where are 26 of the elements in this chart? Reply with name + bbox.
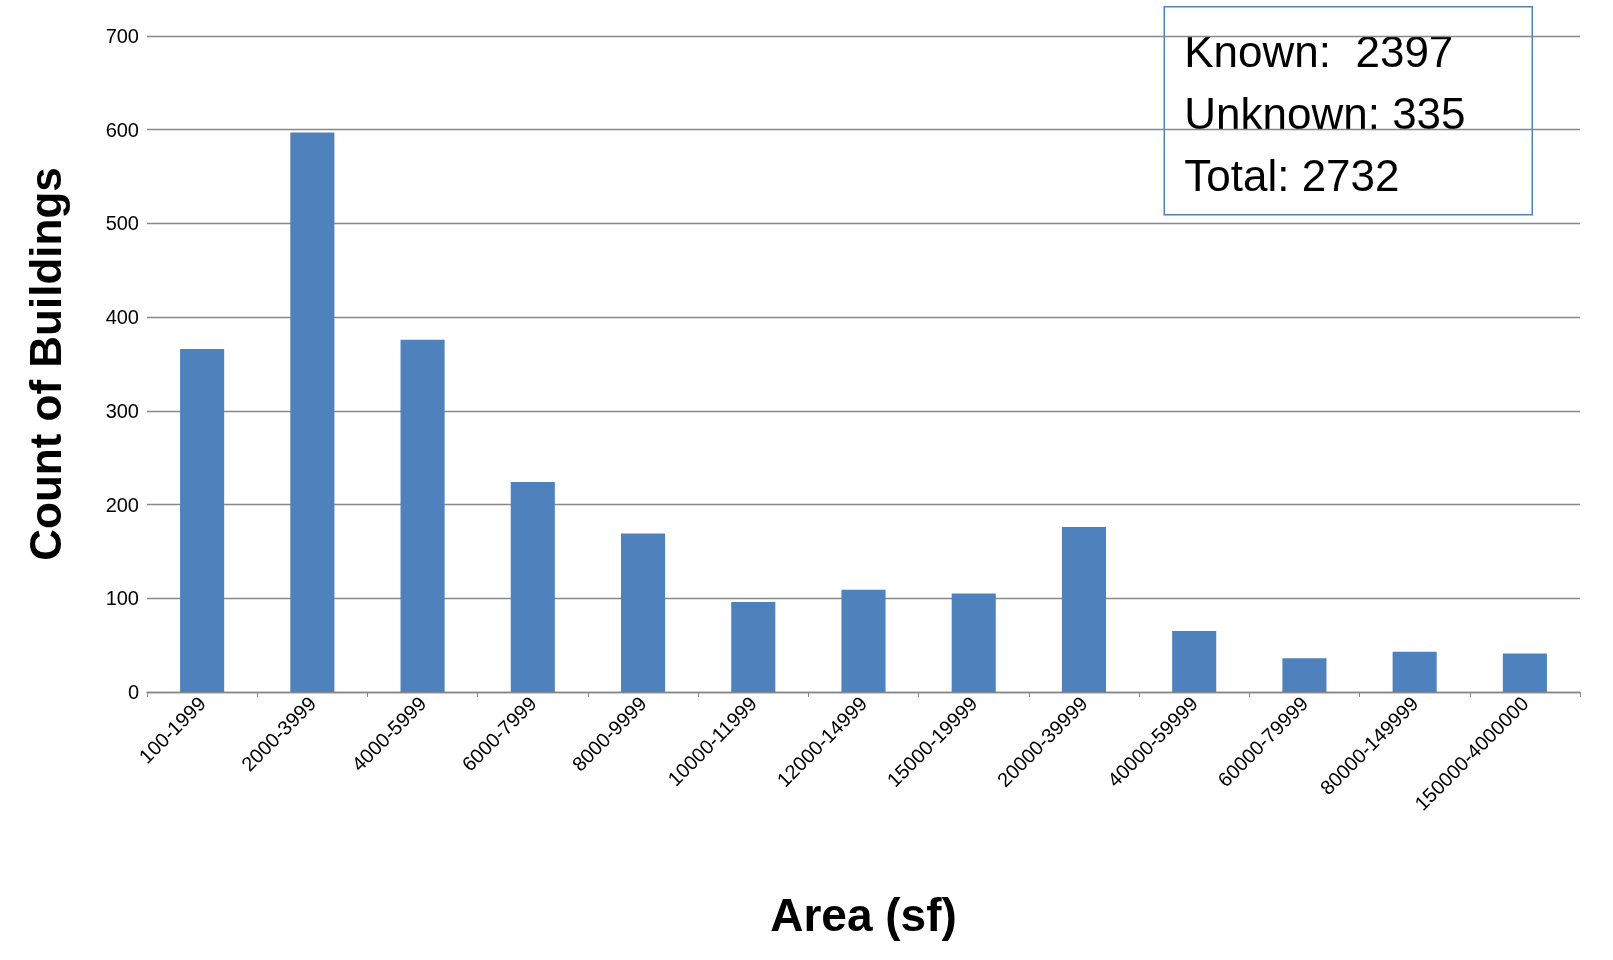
y-tick-label: 600	[105, 118, 139, 141]
y-tick-label: 100	[105, 587, 139, 610]
y-axis-title: Count of Buildings	[20, 167, 70, 561]
bar	[290, 132, 335, 692]
bar	[180, 349, 225, 692]
x-axis-title: Area (sf)	[770, 889, 957, 941]
bar	[1061, 527, 1107, 692]
annotation: Unknown: 335	[1184, 89, 1466, 139]
annotation: Total: 2732	[1184, 151, 1400, 201]
bar	[1502, 653, 1547, 692]
y-tick-label: 200	[105, 493, 139, 516]
y-tick-label: 300	[105, 399, 139, 422]
y-tick-label: 500	[105, 212, 139, 235]
bar	[1282, 658, 1327, 692]
y-tick-label: 0	[127, 681, 139, 703]
bar	[510, 482, 555, 692]
bar	[951, 593, 996, 692]
bar	[1392, 651, 1437, 692]
bar	[841, 589, 886, 692]
y-tick-label: 700	[105, 25, 139, 47]
y-tick-label: 400	[105, 306, 139, 329]
bar	[1172, 631, 1217, 692]
bar	[400, 339, 445, 692]
annotation: Known: 2397	[1184, 27, 1454, 77]
bar	[731, 602, 776, 692]
bar	[620, 533, 666, 692]
